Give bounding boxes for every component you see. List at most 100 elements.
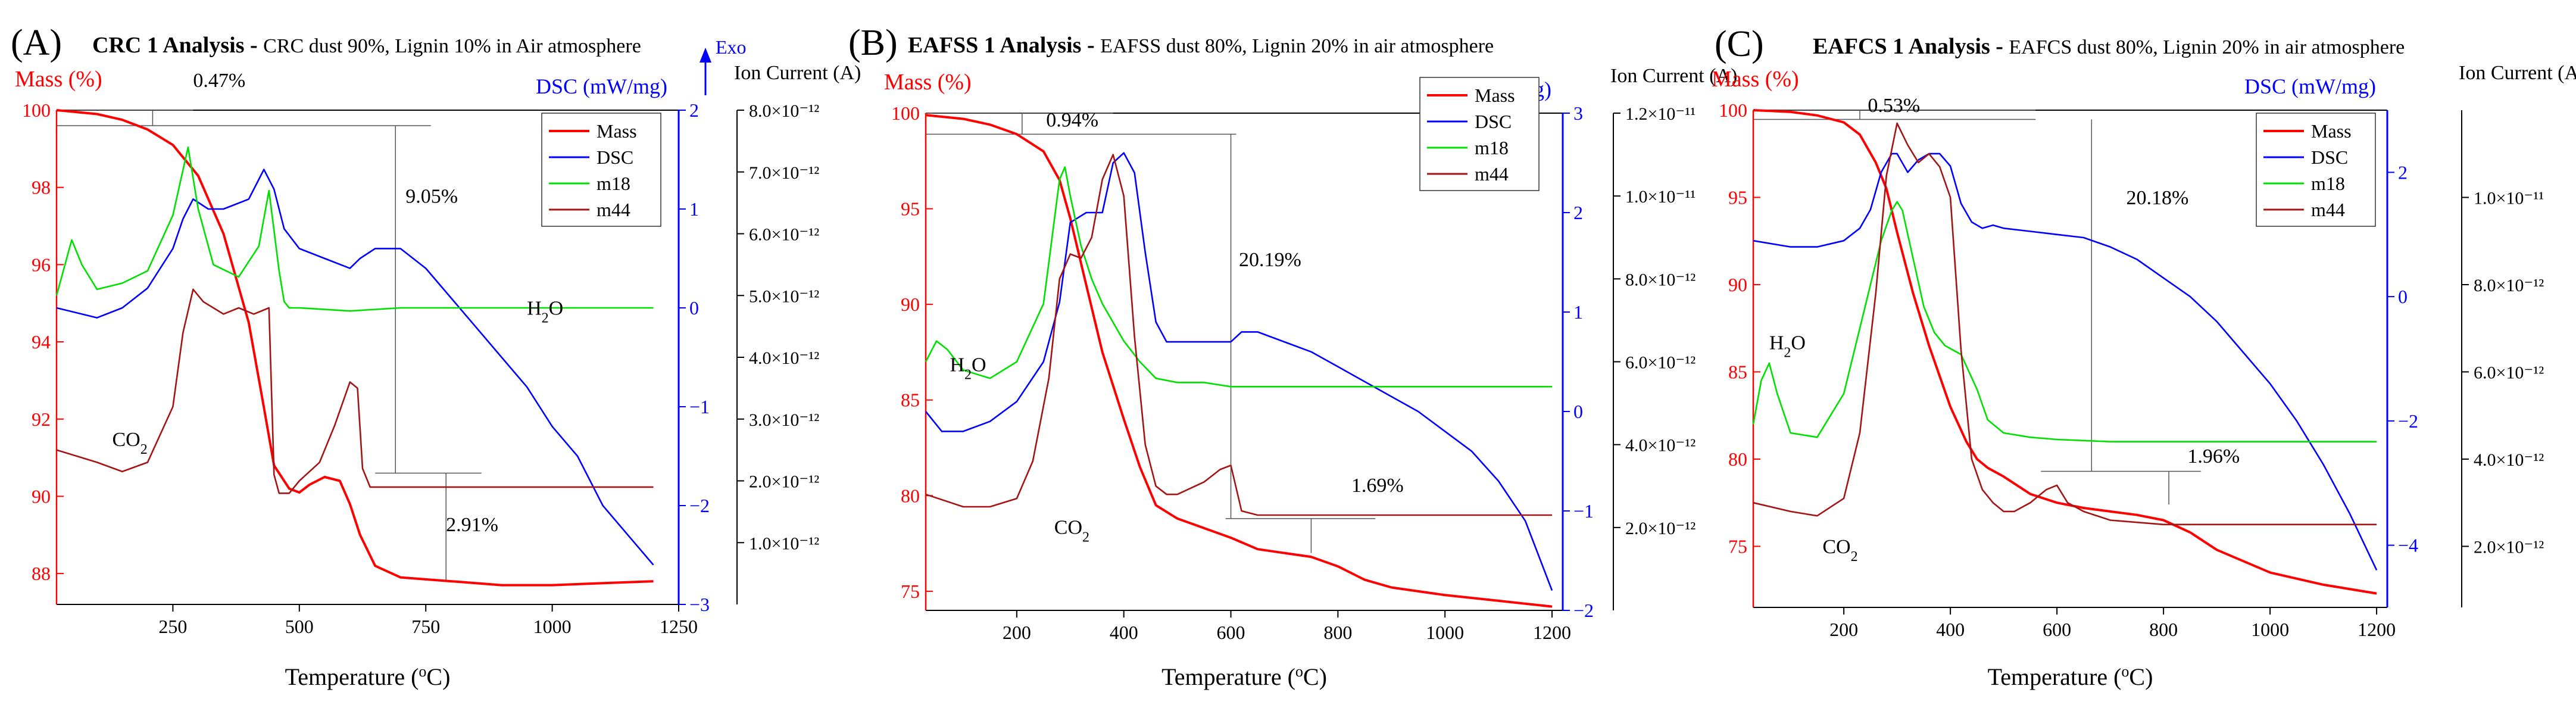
series-dsc-line xyxy=(925,152,1553,591)
exo-label: Exo xyxy=(716,36,747,58)
x-axis-label: Temperature (oC) xyxy=(285,663,451,691)
panel-letter: (A) xyxy=(11,23,62,63)
x-tick-label: 1000 xyxy=(1426,622,1464,643)
ion-tick-label: 6.0×10⁻¹² xyxy=(749,225,819,245)
annotation-text: CO xyxy=(1822,536,1850,558)
legend-label-m44: m44 xyxy=(1475,163,1509,185)
ion-tick-label: 7.0×10⁻¹² xyxy=(749,163,819,183)
series-dsc-line xyxy=(56,169,654,566)
annotation-text: O xyxy=(549,298,564,320)
legend-label-mass: Mass xyxy=(2311,120,2352,142)
ion-tick-label: 2.0×10⁻¹² xyxy=(1625,519,1696,538)
mass-tick-label: 98 xyxy=(32,177,51,198)
ion-tick-label: 3.0×10⁻¹² xyxy=(749,410,819,430)
legend-label-dsc: DSC xyxy=(2311,146,2348,168)
mass-tick-label: 95 xyxy=(1728,186,1747,208)
legend-label-m18: m18 xyxy=(597,173,630,194)
ion-axis-label: Ion Current (A) xyxy=(1610,65,1737,87)
chart-title-rest: EAFCS dust 80%, Lignin 20% in air atmosp… xyxy=(2009,36,2405,58)
mass-axis-label: Mass (%) xyxy=(1712,67,1799,92)
dsc-tick-label: 2 xyxy=(2398,161,2408,183)
x-tick-label: 200 xyxy=(1003,622,1031,643)
chart-title: CRC 1 Analysis - CRC dust 90%, Lignin 10… xyxy=(92,33,641,58)
ion-tick-label: 2.0×10⁻¹² xyxy=(749,472,819,492)
mass-tick-label: 94 xyxy=(32,331,51,353)
x-tick-label: 400 xyxy=(1110,622,1138,643)
annotation-label: 0.94% xyxy=(1046,109,1098,131)
ion-tick-label: 1.0×10⁻¹¹ xyxy=(2474,188,2544,208)
annotation-label: 2.91% xyxy=(446,514,498,536)
dsc-tick-label: −2 xyxy=(1573,600,1594,621)
legend-label-m44: m44 xyxy=(597,199,630,220)
dsc-tick-label: −2 xyxy=(2398,410,2418,432)
x-axis-label-part: C) xyxy=(426,663,450,690)
annotation-text: H xyxy=(950,354,964,376)
ion-tick-label: 4.0×10⁻¹² xyxy=(1625,436,1696,456)
legend-label-m18: m18 xyxy=(1475,137,1509,158)
x-tick-label: 500 xyxy=(285,616,314,637)
series-mass-line xyxy=(1753,109,2377,595)
legend-label-mass: Mass xyxy=(1475,85,1515,106)
legend-label-mass: Mass xyxy=(597,120,637,142)
x-tick-label: 250 xyxy=(158,616,187,637)
ion-tick-label: 4.0×10⁻¹² xyxy=(749,348,819,368)
x-axis-label-part: Temperature ( xyxy=(285,663,419,690)
annotation-label: 1.96% xyxy=(2187,445,2240,467)
series-m18-line xyxy=(1752,201,2377,443)
mass-axis-label: Mass (%) xyxy=(884,70,972,95)
mass-tick-label: 90 xyxy=(1728,274,1747,295)
annotation-label: CO2 xyxy=(1054,517,1089,545)
x-tick-label: 750 xyxy=(411,616,440,637)
annotation-subscript: 2 xyxy=(964,367,972,383)
dsc-tick-label: 1 xyxy=(1573,301,1583,323)
ion-tick-label: 1.0×10⁻¹¹ xyxy=(1625,187,1696,207)
ion-tick-label: 6.0×10⁻¹² xyxy=(2474,363,2544,382)
panel-letter: (B) xyxy=(848,23,898,63)
ion-axis-label: Ion Current (A) xyxy=(2459,62,2576,84)
legend-label-dsc: DSC xyxy=(597,146,633,168)
mass-tick-label: 100 xyxy=(22,99,51,121)
series-m44-line xyxy=(56,288,654,494)
panel-letter: (C) xyxy=(1715,24,1764,64)
mass-tick-label: 88 xyxy=(32,563,51,584)
legend-label-m44: m44 xyxy=(2311,199,2345,220)
panel-c: (C) EAFCS 1 Analysis - EAFCS dust 80%, Li… xyxy=(1712,24,2576,690)
dsc-tick-label: 0 xyxy=(2398,286,2408,307)
mass-tick-label: 100 xyxy=(1719,99,1747,121)
dsc-tick-label: 2 xyxy=(689,99,699,121)
annotation-label: CO2 xyxy=(1822,536,1857,565)
dsc-tick-label: 2 xyxy=(1573,202,1583,223)
series-m18-line xyxy=(925,166,1552,388)
chart-title-rest: EAFSS dust 80%, Lignin 20% in air atmosp… xyxy=(1100,35,1494,57)
dsc-tick-label: −1 xyxy=(1573,500,1594,522)
mass-tick-label: 100 xyxy=(891,102,920,124)
dsc-tick-label: −4 xyxy=(2398,535,2418,556)
ion-tick-label: 2.0×10⁻¹² xyxy=(2474,537,2544,557)
annotation-text: H xyxy=(1769,332,1784,354)
mass-tick-label: 85 xyxy=(1728,361,1747,382)
x-tick-label: 800 xyxy=(2149,619,2178,640)
chart-title-bold: EAFCS 1 Analysis - xyxy=(1813,34,2009,59)
annotation-label: H2O xyxy=(1769,332,1806,360)
ion-tick-label: 8.0×10⁻¹² xyxy=(749,101,819,121)
x-tick-label: 200 xyxy=(1829,619,1858,640)
annotation-text: CO xyxy=(112,429,140,451)
ion-tick-label: 8.0×10⁻¹² xyxy=(2474,276,2544,295)
annotation-label: H2O xyxy=(950,354,986,383)
exo-arrow-icon xyxy=(700,48,711,63)
annotation-label: 20.19% xyxy=(1239,249,1301,271)
ion-tick-label: 5.0×10⁻¹² xyxy=(749,286,819,306)
ion-tick-label: 1.0×10⁻¹² xyxy=(749,534,819,553)
annotation-label: 20.18% xyxy=(2126,187,2188,209)
panel-a: (A) CRC 1 Analysis - CRC dust 90%, Lignin… xyxy=(11,23,861,690)
annotation-text: CO xyxy=(1054,517,1082,539)
chart-title-bold: EAFSS 1 Analysis - xyxy=(908,33,1100,58)
annotation-text: O xyxy=(972,354,986,376)
x-tick-label: 600 xyxy=(2043,619,2071,640)
x-axis-label: Temperature (oC) xyxy=(1161,663,1327,691)
mass-tick-label: 90 xyxy=(901,294,920,315)
annotation-subscript: 2 xyxy=(1851,549,1858,565)
x-tick-label: 1200 xyxy=(1533,622,1571,643)
legend-label-dsc: DSC xyxy=(1475,111,1512,132)
